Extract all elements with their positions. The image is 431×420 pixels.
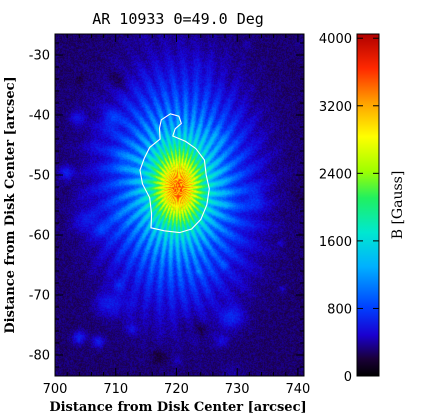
umbra-contour <box>139 113 210 234</box>
colorbar-ticks: 0 800 1600 2400 3200 4000 <box>319 32 379 385</box>
x-tick-label: 700 <box>43 382 68 397</box>
colorbar: 0 800 1600 2400 3200 4000 B [Gauss] <box>319 32 406 385</box>
x-tick-label: 720 <box>164 382 189 397</box>
heatmap-image <box>55 34 304 376</box>
y-axis: -30 -40 -50 -60 -70 -80 <box>29 42 304 368</box>
colorbar-tick-label: 3200 <box>319 100 352 115</box>
x-tick-label: 710 <box>103 382 128 397</box>
y-tick-label: -50 <box>29 169 50 184</box>
y-tick-label: -70 <box>29 289 50 304</box>
colorbar-tick-label: 4000 <box>319 32 352 47</box>
colorbar-tick-label: 800 <box>327 302 352 317</box>
colorbar-tick-label: 0 <box>344 370 352 385</box>
x-axis-label: Distance from Disk Center [arcsec] <box>49 400 306 415</box>
y-tick-label: -80 <box>29 349 50 364</box>
y-tick-label: -30 <box>29 49 50 64</box>
colorbar-gradient <box>357 34 379 376</box>
x-tick-label: 740 <box>286 382 311 397</box>
colorbar-frame <box>356 33 380 377</box>
colorbar-tick-label: 2400 <box>319 167 352 182</box>
plot-area <box>54 33 305 377</box>
colorbar-tick-label: 1600 <box>319 235 352 250</box>
plot-frame <box>54 33 305 377</box>
colorbar-label: B [Gauss] <box>390 171 406 240</box>
y-tick-label: -40 <box>29 109 50 124</box>
y-axis-label: Distance from Disk Center [arcsec] <box>3 76 18 333</box>
x-tick-label: 730 <box>225 382 250 397</box>
y-tick-label: -60 <box>29 229 50 244</box>
chart-title: AR 10933 Θ=49.0 Deg <box>92 10 264 28</box>
x-axis: 700 710 720 730 740 <box>43 34 311 397</box>
